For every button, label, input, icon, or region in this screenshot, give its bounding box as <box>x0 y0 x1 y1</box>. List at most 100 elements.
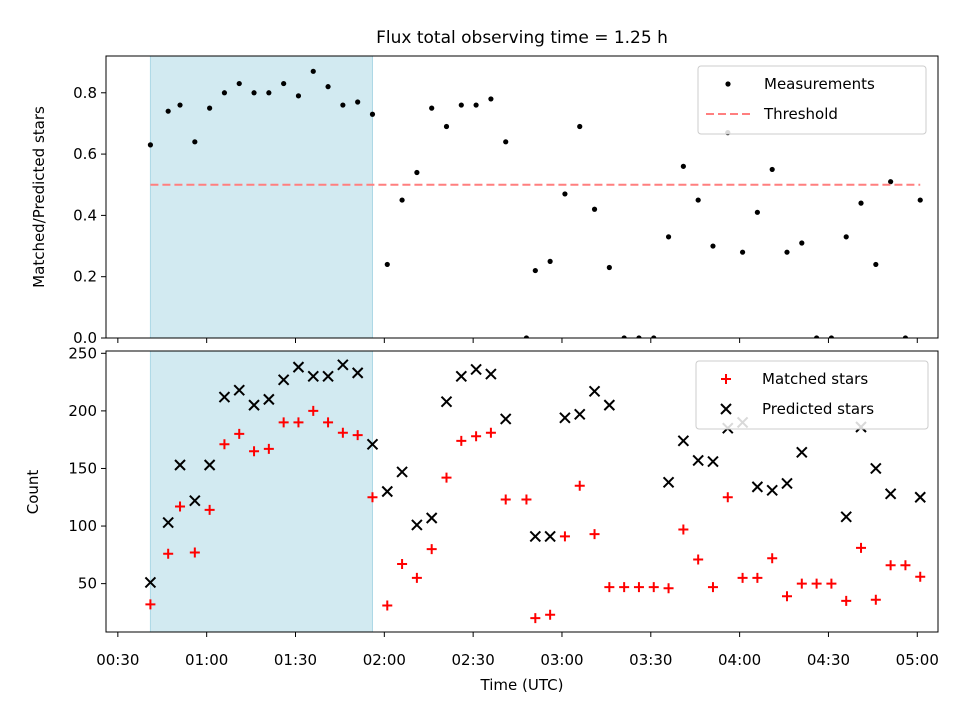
matched-stars-point <box>521 494 532 505</box>
predicted-stars-point <box>203 459 216 471</box>
measurement-point <box>591 206 598 212</box>
top-series-layer <box>147 68 923 338</box>
predicted-stars-point <box>470 363 482 376</box>
matched-stars-point <box>678 524 689 535</box>
predicted-stars-point <box>751 481 764 493</box>
x-tick-label: 03:00 <box>540 651 583 669</box>
matched-stars-point <box>752 572 763 583</box>
predicted-stars-point <box>322 370 334 383</box>
bottom-x-axis-label: Time (UTC) <box>480 676 564 694</box>
predicted-stars-point <box>337 359 349 371</box>
matched-stars-point <box>885 560 896 571</box>
x-tick-label: 01:00 <box>185 651 228 669</box>
matched-stars-point <box>163 548 174 559</box>
predicted-stars-point <box>766 484 778 497</box>
predicted-stars-point <box>692 454 704 467</box>
matched-stars-point <box>811 578 822 589</box>
predicted-stars-point <box>425 512 438 524</box>
predicted-stars-point <box>248 399 260 411</box>
legend-marker-icon <box>725 81 731 87</box>
matched-stars-point <box>707 582 718 593</box>
predicted-stars-point <box>574 408 586 421</box>
matched-stars-point <box>175 501 186 512</box>
measurement-point <box>902 335 909 338</box>
legend-label: Threshold <box>763 105 838 123</box>
matched-stars-point <box>856 542 867 553</box>
predicted-stars-point <box>796 446 808 459</box>
measurement-point <box>532 267 538 274</box>
measurement-point <box>754 209 760 215</box>
matched-stars-point <box>530 613 541 624</box>
matched-stars-point <box>559 531 570 542</box>
measurement-point <box>680 163 686 169</box>
measurement-point <box>355 99 361 105</box>
matched-stars-point <box>337 427 348 438</box>
matched-stars-point <box>263 443 274 454</box>
predicted-stars-point <box>677 435 690 447</box>
measurement-point <box>503 139 509 145</box>
measurement-point <box>295 93 302 99</box>
shaded-time-window <box>149 56 373 338</box>
measurement-point <box>165 108 171 114</box>
predicted-stars-point <box>233 384 245 396</box>
measurement-point <box>177 102 183 108</box>
legend-box <box>695 360 929 430</box>
predicted-stars-point <box>381 485 393 498</box>
x-tick-label: 03:30 <box>629 651 672 669</box>
matched-stars-point <box>767 553 778 564</box>
predicted-stars-point <box>174 459 186 471</box>
measurement-point <box>888 179 894 185</box>
measurement-point <box>799 240 805 246</box>
legend-label: Measurements <box>764 75 875 93</box>
measurement-point <box>443 123 450 130</box>
matched-stars-point <box>841 595 852 606</box>
matched-stars-point <box>293 417 304 428</box>
measurement-point <box>384 261 390 268</box>
matched-stars-point <box>545 609 556 620</box>
measurement-point <box>606 264 612 271</box>
predicted-stars-point <box>840 511 852 523</box>
matched-stars-point <box>352 430 363 441</box>
matched-stars-point <box>900 560 911 571</box>
y-tick-label: 0.0 <box>73 329 97 347</box>
y-tick-label: 250 <box>68 344 97 362</box>
y-tick-label: 150 <box>68 459 97 477</box>
top-plot-frame <box>105 55 939 339</box>
predicted-stars-point <box>189 495 201 507</box>
measurement-point <box>710 243 716 249</box>
predicted-stars-point <box>277 374 290 386</box>
predicted-stars-point <box>396 466 408 478</box>
x-tick-label: 00:30 <box>96 651 139 669</box>
matched-stars-point <box>308 405 319 416</box>
measurement-point <box>310 68 316 74</box>
measurement-point <box>236 80 242 87</box>
measurement-point <box>739 249 746 255</box>
matched-stars-point <box>278 417 289 428</box>
matched-stars-point <box>426 544 437 555</box>
predicted-stars-point <box>485 368 497 380</box>
measurement-point <box>207 105 213 111</box>
measurement-point <box>340 102 346 108</box>
measurement-point <box>221 90 228 96</box>
measurement-point <box>369 111 376 117</box>
measurement-point <box>458 102 464 108</box>
top-panel: 0.00.20.40.60.8 Matched/Predicted stars … <box>30 55 939 347</box>
y-tick-label: 0.4 <box>73 206 97 224</box>
matched-stars-point <box>249 446 260 457</box>
predicted-stars-point <box>781 477 793 490</box>
x-tick-label: 02:30 <box>452 651 495 669</box>
matched-stars-point <box>781 591 792 602</box>
predicted-stars-point <box>529 530 542 543</box>
measurement-point <box>636 335 642 338</box>
measurement-point <box>473 102 479 108</box>
matched-stars-point <box>485 427 496 438</box>
matched-stars-point <box>619 582 630 593</box>
matched-stars-point <box>367 492 378 503</box>
measurement-point <box>251 90 257 96</box>
top-legend: Measurements Threshold <box>697 65 927 135</box>
predicted-stars-point <box>351 367 364 379</box>
predicted-stars-point <box>144 576 157 589</box>
measurement-point <box>547 258 553 264</box>
matched-stars-point <box>145 599 156 610</box>
predicted-stars-point <box>162 516 174 529</box>
